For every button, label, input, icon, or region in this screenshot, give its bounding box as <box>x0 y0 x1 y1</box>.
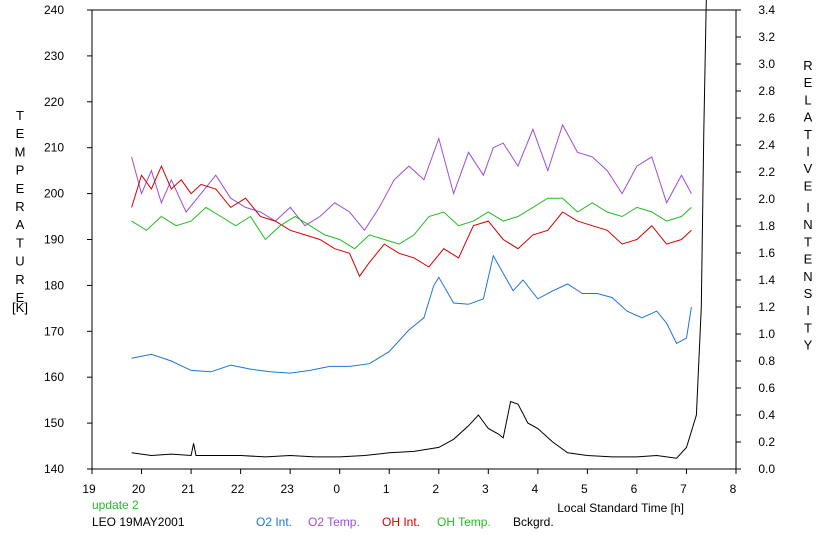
right-axis-label-letter: L <box>804 92 811 107</box>
x-tick-label: 4 <box>532 482 539 496</box>
left-axis-label-letter: T <box>16 108 24 123</box>
right-tick-label: 2.2 <box>758 165 775 179</box>
background-line <box>131 0 707 459</box>
o2-temp-line <box>131 123 692 232</box>
left-tick-label: 240 <box>44 3 64 17</box>
right-axis-label-letter: I <box>806 200 810 215</box>
right-tick-label: 2.6 <box>758 111 775 125</box>
right-axis-label-letter: T <box>804 127 812 142</box>
left-tick-label: 230 <box>44 49 64 63</box>
x-tick-label: 1 <box>383 482 390 496</box>
right-axis-label-letter: T <box>804 234 812 249</box>
left-tick-label: 220 <box>44 95 64 109</box>
x-tick-label: 8 <box>730 482 737 496</box>
legend-oh-int: OH Int. <box>382 515 420 529</box>
right-tick-label: 3.2 <box>758 30 775 44</box>
left-axis-label-letter: R <box>15 199 24 214</box>
footer-station-text: LEO 19MAY2001 <box>92 515 185 529</box>
x-tick-label: 0 <box>333 482 340 496</box>
x-tick-label: 20 <box>132 482 146 496</box>
right-tick-label: 3.0 <box>758 57 775 71</box>
right-tick-label: 1.8 <box>758 219 775 233</box>
right-tick-label: 2.4 <box>758 138 775 152</box>
x-axis-label: Local Standard Time [h] <box>557 501 684 515</box>
right-axis-label-letter: N <box>803 269 812 284</box>
left-axis-label-letter: A <box>16 217 25 232</box>
left-tick-label: 210 <box>44 141 64 155</box>
right-axis-label-letter: S <box>804 286 813 301</box>
left-axis-label-letter: E <box>16 290 25 305</box>
right-axis-label-letter: E <box>804 252 813 267</box>
x-tick-label: 2 <box>432 482 439 496</box>
x-tick-label: 23 <box>280 482 294 496</box>
oh-temp-line <box>131 197 692 250</box>
oh-int-line <box>131 164 692 278</box>
left-tick-label: 160 <box>44 370 64 384</box>
right-tick-label: 0.0 <box>758 462 775 476</box>
o2-int-line <box>131 254 692 374</box>
right-tick-label: 3.4 <box>758 3 775 17</box>
x-tick-label: 7 <box>680 482 687 496</box>
right-axis-label-letter: I <box>806 144 810 159</box>
x-tick-label: 21 <box>181 482 195 496</box>
legend-bckgrd: Bckgrd. <box>513 515 554 529</box>
left-tick-label: 200 <box>44 187 64 201</box>
left-axis-label-letter: T <box>16 235 24 250</box>
left-axis-label-letter: U <box>15 254 24 269</box>
left-tick-label: 150 <box>44 416 64 430</box>
right-tick-label: 0.8 <box>758 354 775 368</box>
left-axis-label-letter: E <box>16 181 25 196</box>
right-axis-label-letter: T <box>804 320 812 335</box>
right-axis-label-letter: A <box>804 110 813 125</box>
x-tick-label: 22 <box>231 482 245 496</box>
left-tick-label: 180 <box>44 278 64 292</box>
right-axis-label-letter: I <box>806 303 810 318</box>
left-tick-label: 190 <box>44 233 64 247</box>
left-tick-label: 170 <box>44 324 64 338</box>
right-axis-label-letter: N <box>803 217 812 232</box>
right-tick-label: 0.6 <box>758 381 775 395</box>
right-tick-label: 1.0 <box>758 327 775 341</box>
legend-o2-temp: O2 Temp. <box>308 515 360 529</box>
left-axis-unit: [K] <box>12 300 28 315</box>
right-tick-label: 1.4 <box>758 273 775 287</box>
right-axis-label-letter: R <box>803 58 812 73</box>
right-axis-label-letter: V <box>804 161 813 176</box>
x-tick-label: 6 <box>631 482 638 496</box>
x-tick-label: 3 <box>482 482 489 496</box>
legend-o2-int: O2 Int. <box>256 515 292 529</box>
left-axis-label-letter: M <box>15 144 26 159</box>
right-tick-label: 0.4 <box>758 408 775 422</box>
legend-oh-temp: OH Temp. <box>437 515 491 529</box>
x-tick-label: 5 <box>581 482 588 496</box>
footer-update-text: update 2 <box>92 498 139 512</box>
right-axis-label-letter: E <box>804 178 813 193</box>
right-tick-label: 1.6 <box>758 246 775 260</box>
right-tick-label: 2.0 <box>758 192 775 206</box>
left-axis-label-letter: E <box>16 126 25 141</box>
left-tick-label: 140 <box>44 462 64 476</box>
right-tick-label: 0.2 <box>758 435 775 449</box>
left-axis-label-letter: P <box>16 163 25 178</box>
right-axis-label-letter: E <box>804 75 813 90</box>
right-axis-label-letter: Y <box>804 338 813 353</box>
x-tick-label: 19 <box>82 482 96 496</box>
right-tick-label: 2.8 <box>758 84 775 98</box>
right-tick-label: 1.2 <box>758 300 775 314</box>
left-axis-label-letter: R <box>15 272 24 287</box>
